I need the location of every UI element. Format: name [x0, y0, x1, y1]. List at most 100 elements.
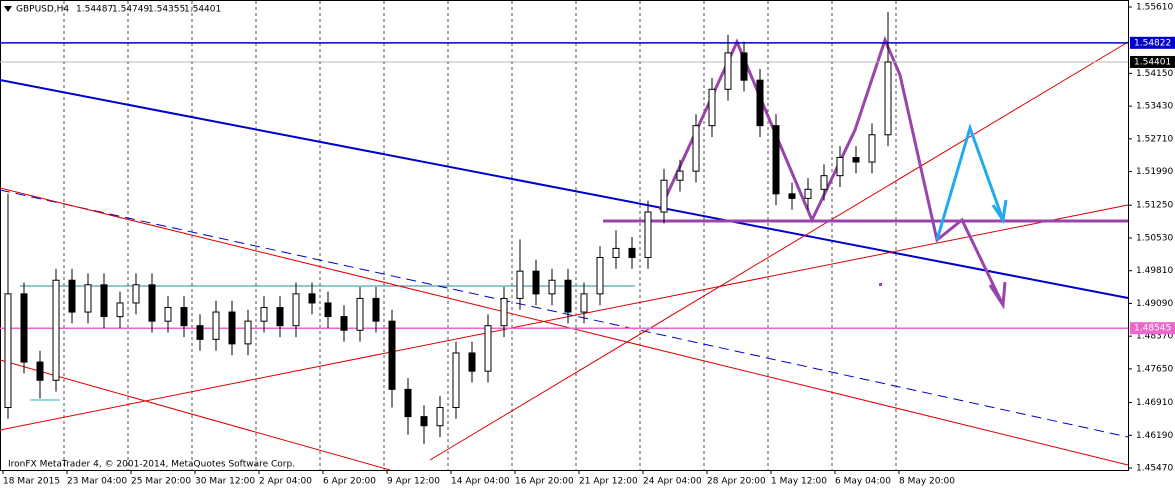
- time-label: 25 Mar 20:00: [131, 477, 191, 487]
- time-label: 8 May 20:00: [899, 477, 955, 487]
- candle-body: [468, 352, 476, 372]
- candle: [68, 268, 76, 324]
- time-label: 2 Apr 04:00: [259, 477, 312, 487]
- candle-body: [580, 293, 588, 313]
- price-label: 1.49090: [1136, 299, 1173, 309]
- candle: [724, 34, 732, 101]
- price-label: 1.45470: [1136, 464, 1173, 474]
- candle-body: [740, 52, 748, 81]
- candle-body: [292, 293, 300, 327]
- candle-body: [244, 320, 252, 345]
- candle: [324, 291, 332, 328]
- candle-body: [52, 279, 60, 381]
- candle: [836, 146, 844, 188]
- candle-body: [612, 247, 620, 259]
- candle: [756, 68, 764, 138]
- header-value: 1.54487: [76, 5, 113, 15]
- candle: [84, 273, 92, 324]
- candle-body: [868, 134, 876, 163]
- candle: [212, 300, 220, 351]
- candle-body: [388, 320, 396, 390]
- candle: [580, 282, 588, 324]
- candle-body: [260, 307, 268, 322]
- candle: [116, 291, 124, 328]
- trend-line: [0, 187, 1129, 466]
- candle: [196, 314, 204, 351]
- price-label: 1.52710: [1136, 134, 1173, 144]
- candle: [436, 396, 444, 438]
- symbol: GBPUSD,H4: [16, 5, 69, 15]
- menu-arrow[interactable]: [4, 6, 12, 12]
- candle-body: [772, 125, 780, 195]
- price-level-label: 1.54822: [1134, 38, 1171, 48]
- time-label: 24 Apr 04:00: [643, 477, 702, 487]
- candle-body: [804, 188, 812, 199]
- time-label: 28 Apr 20:00: [707, 477, 766, 487]
- candle: [676, 159, 684, 192]
- time-label: 18 Mar 2015: [3, 477, 60, 487]
- copyright: IronFX MetaTrader 4, © 2001-2014, MetaQu…: [8, 460, 295, 470]
- header-value: 1.54401: [184, 5, 221, 15]
- price-label: 1.47650: [1136, 364, 1173, 374]
- header-value: 1.54749: [112, 5, 149, 15]
- candle: [612, 230, 620, 269]
- candle: [276, 296, 284, 338]
- candle: [180, 296, 188, 338]
- price-level-box: [1130, 55, 1175, 68]
- marker: [879, 283, 882, 286]
- candle: [36, 350, 44, 399]
- price-label: 1.55610: [1136, 3, 1173, 13]
- candle-body: [708, 88, 716, 127]
- candle-body: [452, 352, 460, 409]
- candle-body: [212, 311, 220, 340]
- candle: [20, 282, 28, 374]
- candle: [292, 282, 300, 338]
- header-value: 1.54355: [148, 5, 185, 15]
- candle-body: [308, 293, 316, 304]
- candle: [884, 12, 892, 147]
- candle: [372, 287, 380, 333]
- candle-body: [500, 297, 508, 327]
- candle: [820, 164, 828, 201]
- candle: [260, 296, 268, 333]
- candle-body: [324, 302, 332, 318]
- time-label: 6 May 04:00: [835, 477, 891, 487]
- candle: [340, 305, 348, 342]
- candle: [484, 314, 492, 383]
- price-label: 1.53430: [1136, 102, 1173, 112]
- candle-body: [276, 307, 284, 327]
- candle: [164, 296, 172, 333]
- candle: [388, 309, 396, 408]
- time-label: 21 Apr 12:00: [579, 477, 638, 487]
- price-label: 1.48370: [1136, 332, 1173, 342]
- candle-body: [676, 170, 684, 181]
- candle-body: [84, 284, 92, 313]
- candle-body: [564, 279, 572, 313]
- candle-body: [484, 325, 492, 372]
- candle: [644, 200, 652, 269]
- candle-body: [356, 297, 364, 331]
- price-label: 1.49810: [1136, 266, 1173, 276]
- candle-body: [436, 407, 444, 427]
- candle: [516, 239, 524, 310]
- time-label: 6 Apr 20:00: [323, 477, 376, 487]
- candle-body: [180, 307, 188, 327]
- price-label: 1.51250: [1136, 201, 1173, 211]
- candle-body: [196, 325, 204, 340]
- candle: [548, 268, 556, 306]
- candle: [532, 259, 540, 306]
- price-level-label: 1.54401: [1134, 57, 1171, 67]
- time-label: 30 Mar 12:00: [195, 477, 255, 487]
- price-level-box: [1130, 36, 1175, 49]
- candle: [564, 268, 572, 324]
- price-label: 1.54150: [1136, 69, 1173, 79]
- candle: [804, 177, 812, 210]
- time-label: 23 Mar 04:00: [67, 477, 127, 487]
- candle-body: [724, 52, 732, 90]
- candle: [132, 273, 140, 315]
- price-level-label: 1.48545: [1134, 324, 1171, 334]
- candle-body: [340, 316, 348, 331]
- price-label: 1.51990: [1136, 167, 1173, 177]
- price-label: 1.46910: [1136, 398, 1173, 408]
